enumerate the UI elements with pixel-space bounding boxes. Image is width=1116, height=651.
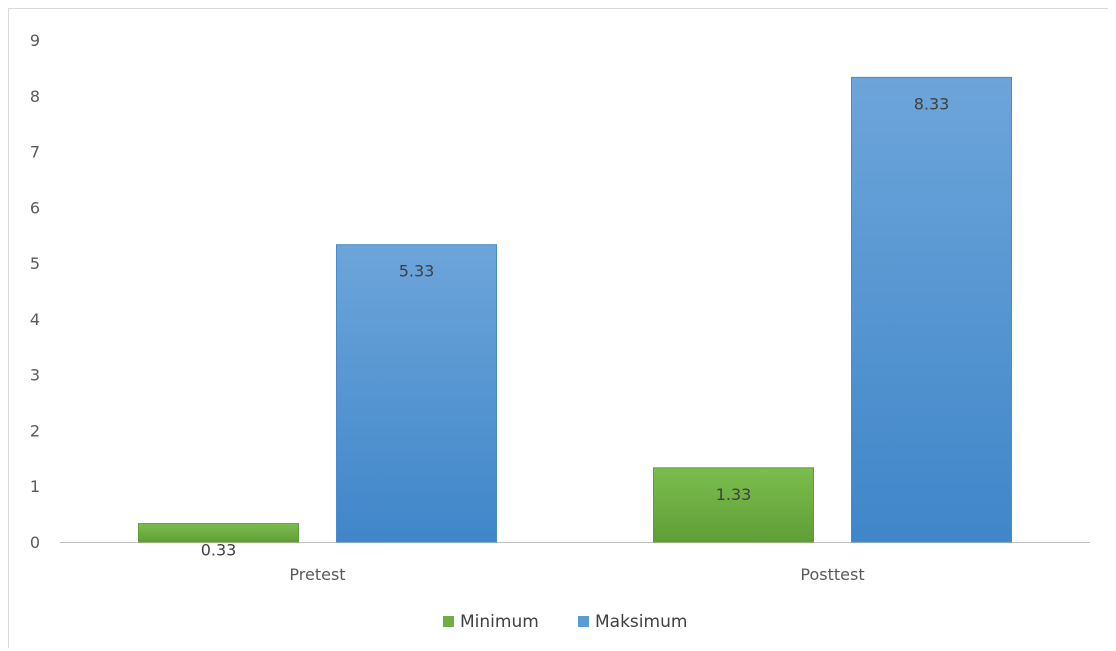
y-tick-label: 3	[30, 366, 40, 385]
x-category-label: Pretest	[289, 565, 345, 584]
y-tick-label: 7	[30, 143, 40, 162]
y-tick-label: 4	[30, 310, 40, 329]
legend-swatch-maksimum	[578, 616, 589, 627]
y-tick-label: 6	[30, 198, 40, 217]
bar-maksimum-pretest	[336, 244, 497, 543]
chart-frame	[8, 8, 1108, 648]
y-tick-label: 2	[30, 421, 40, 440]
y-tick-label: 8	[30, 87, 40, 106]
bar-maksimum-posttest	[851, 76, 1012, 543]
data-label: 1.33	[716, 485, 752, 504]
bars: 0.33 5.33 1.33 8.33	[138, 76, 1012, 560]
data-label: 5.33	[399, 262, 435, 281]
legend-label: Maksimum	[595, 612, 687, 632]
y-tick-label: 5	[30, 254, 40, 273]
y-tick-label: 0	[30, 533, 40, 552]
y-axis-ticks: 0 1 2 3 4 5 6 7 8 9	[30, 31, 40, 552]
y-tick-label: 1	[30, 477, 40, 496]
legend-swatch-minimum	[443, 616, 454, 627]
bar-minimum-posttest	[653, 467, 814, 543]
bar-minimum-pretest	[138, 523, 299, 543]
y-tick-label: 9	[30, 31, 40, 50]
x-axis-labels: Pretest Posttest	[289, 565, 864, 584]
legend-label: Minimum	[460, 612, 539, 632]
x-category-label: Posttest	[800, 565, 864, 584]
data-label: 0.33	[201, 541, 237, 560]
legend: Minimum Maksimum	[443, 612, 687, 632]
data-label: 8.33	[914, 94, 950, 113]
